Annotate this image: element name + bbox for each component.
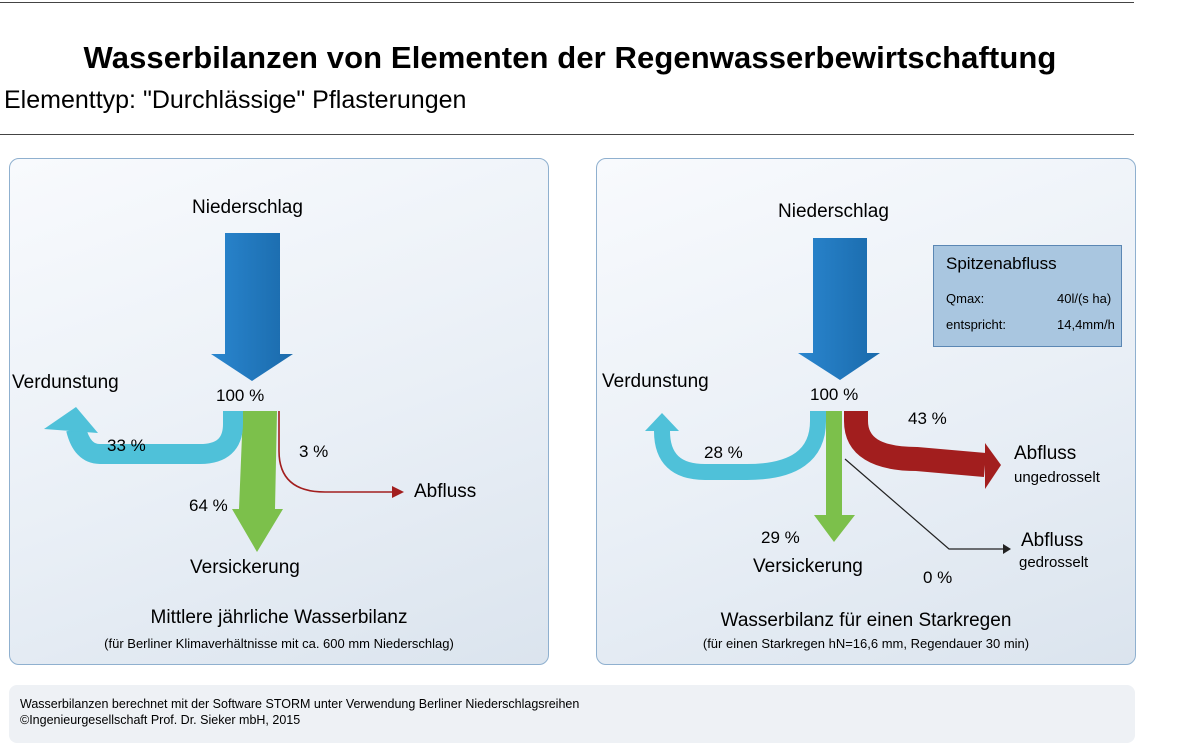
- verdunstung-label: Verdunstung: [12, 372, 119, 393]
- abfluss-percent: 3 %: [299, 442, 329, 461]
- page-title: Wasserbilanzen von Elementen der Regenwa…: [83, 40, 1057, 75]
- total-percent: 100 %: [810, 385, 859, 404]
- abfluss-gedrosselt-percent: 0 %: [923, 568, 953, 587]
- abfluss-gedrosselt-sublabel: gedrosselt: [1019, 554, 1089, 571]
- equivalent-label: entspricht:: [946, 317, 1006, 332]
- qmax-value: 40l/(s ha): [1057, 291, 1112, 306]
- header-rule: [0, 134, 1134, 135]
- verdunstung-flow: [66, 411, 243, 464]
- niederschlag-arrow: [211, 233, 293, 381]
- footer-source-text: Wasserbilanzen berechnet mit der Softwar…: [20, 697, 580, 711]
- versickerung-flow: [232, 411, 283, 552]
- abfluss-label: Abfluss: [414, 481, 477, 502]
- total-percent: 100 %: [216, 386, 265, 405]
- abfluss-gedrosselt-label: Abfluss: [1021, 530, 1084, 551]
- equivalent-value: 14,4mm/h: [1057, 317, 1115, 332]
- abfluss-arrowhead: [392, 486, 404, 498]
- abfluss-flow: [278, 411, 392, 493]
- peak-discharge-box: Spitzenabfluss Qmax: 40l/(s ha) entspric…: [933, 245, 1122, 347]
- heavy-rain-balance-panel: Niederschlag 100 % Verdunstung 28 % 43 %…: [596, 158, 1136, 665]
- verdunstung-label: Verdunstung: [602, 371, 709, 392]
- top-rule: [0, 2, 1134, 3]
- verdunstung-arrowhead: [645, 413, 679, 431]
- footer-note: Wasserbilanzen berechnet mit der Softwar…: [9, 685, 1135, 743]
- niederschlag-label: Niederschlag: [778, 201, 889, 222]
- verdunstung-percent: 33 %: [107, 436, 146, 455]
- versickerung-label: Versickerung: [753, 556, 863, 577]
- annual-balance-flow-diagram: [44, 233, 404, 552]
- annual-balance-panel: Niederschlag 100 % Verdunstung 33 % 64 %…: [9, 158, 549, 665]
- abfluss-ungedrosselt-sublabel: ungedrosselt: [1014, 469, 1100, 486]
- versickerung-percent: 64 %: [189, 496, 228, 515]
- annual-balance-caption-sub: (für Berliner Klimaverhältnisse mit ca. …: [104, 636, 454, 651]
- abfluss-gedrosselt-arrowhead: [1003, 544, 1011, 554]
- annual-balance-caption: Mittlere jährliche Wasserbilanz: [150, 607, 408, 628]
- abfluss-gedrosselt-flow: [844, 458, 1003, 550]
- peak-discharge-title: Spitzenabfluss: [946, 254, 1057, 273]
- verdunstung-percent: 28 %: [704, 443, 743, 462]
- verdunstung-arrowhead: [44, 407, 98, 433]
- niederschlag-arrow: [798, 238, 880, 380]
- heavy-rain-caption: Wasserbilanz für einen Starkregen: [720, 610, 1012, 631]
- abfluss-ungedrosselt-percent: 43 %: [908, 409, 947, 428]
- verdunstung-flow: [654, 411, 826, 480]
- abfluss-ungedrosselt-label: Abfluss: [1014, 443, 1077, 464]
- heavy-rain-flow-diagram: [645, 238, 1011, 554]
- versickerung-flow: [814, 411, 855, 542]
- versickerung-percent: 29 %: [761, 528, 800, 547]
- abfluss-ungedrosselt-arrowhead: [985, 443, 1001, 489]
- niederschlag-label: Niederschlag: [192, 197, 303, 218]
- footer-copyright: ©Ingenieurgesellschaft Prof. Dr. Sieker …: [20, 713, 301, 727]
- qmax-label: Qmax:: [946, 291, 985, 306]
- abfluss-ungedrosselt-flow: [844, 411, 987, 477]
- heavy-rain-caption-sub: (für einen Starkregen hN=16,6 mm, Regend…: [702, 636, 1030, 651]
- page-subtitle: Elementtyp: "Durchlässige" Pflasterungen: [4, 86, 467, 114]
- versickerung-label: Versickerung: [190, 557, 300, 578]
